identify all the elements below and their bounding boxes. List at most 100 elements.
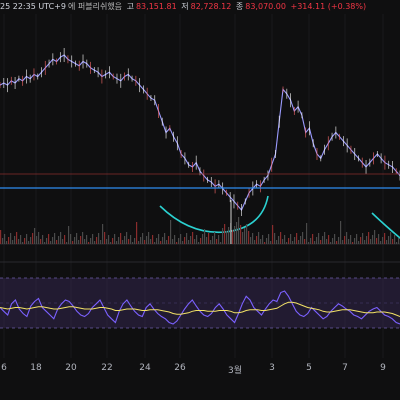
- volume-bar: [126, 232, 128, 244]
- volume-bar: [328, 235, 330, 244]
- price-pane[interactable]: [0, 48, 400, 216]
- volume-bar: [256, 236, 258, 244]
- volume-bar: [162, 237, 164, 244]
- volume-bar: [314, 241, 316, 244]
- volume-bar: [228, 227, 230, 244]
- volume-bar: [84, 239, 86, 244]
- volume-bar: [390, 232, 392, 244]
- volume-bar: [164, 233, 166, 244]
- x-axis-label: 18: [30, 363, 42, 373]
- volume-bar: [276, 240, 278, 244]
- arc-curve-indicator[interactable]: [371, 212, 400, 242]
- volume-bar: [324, 232, 326, 244]
- volume-bar: [54, 233, 56, 244]
- volume-bar: [348, 239, 350, 244]
- volume-bar: [396, 242, 398, 244]
- volume-bar: [360, 237, 362, 244]
- volume-bar: [246, 224, 248, 244]
- volume-bar: [332, 238, 334, 244]
- volume-bar: [154, 242, 156, 244]
- volume-bar: [322, 236, 324, 244]
- volume-bar: [96, 237, 98, 244]
- x-axis[interactable]: 6 18 20 22 24 26 3월 3 5 7 9: [0, 358, 400, 400]
- volume-bar: [44, 242, 46, 244]
- volume-bar: [30, 237, 32, 244]
- volume-bar: [106, 239, 108, 244]
- volume-bar: [192, 232, 194, 244]
- volume-bar: [60, 232, 62, 244]
- header-low-value: 82,728.12: [190, 2, 232, 11]
- rsi-pane[interactable]: [0, 277, 400, 329]
- volume-bar: [224, 224, 226, 244]
- volume-bar: [210, 240, 212, 244]
- volume-bar: [108, 235, 110, 244]
- volume-bar: [38, 232, 40, 244]
- volume-bar: [282, 239, 284, 244]
- volume-bar: [160, 241, 162, 244]
- volume-bar: [382, 237, 384, 244]
- volume-bar: [372, 235, 374, 244]
- volume-bar: [330, 242, 332, 244]
- volume-bar: [288, 238, 290, 244]
- volume-bar: [270, 241, 272, 244]
- volume-bar: [42, 235, 44, 244]
- volume-bar: [46, 238, 48, 244]
- volume-bar: [68, 226, 70, 244]
- volume-bar: [172, 239, 174, 244]
- volume-bar: [374, 230, 376, 244]
- rsi-line: [0, 290, 400, 325]
- volume-bar: [174, 235, 176, 244]
- volume-bar: [196, 235, 198, 244]
- volume-bar: [320, 240, 322, 244]
- volume-bar: [92, 234, 94, 244]
- volume-bar: [340, 221, 342, 244]
- volume-bar: [64, 235, 66, 244]
- volume-bar: [50, 241, 52, 244]
- x-axis-label: 26: [174, 363, 186, 373]
- chart-header: 25 22:35 UTC+9 에 퍼블리쉬했음 고 83,151.81 저 82,72…: [0, 0, 400, 14]
- volume-bar: [380, 241, 382, 244]
- volume-bar: [362, 233, 364, 244]
- volume-bar: [236, 222, 238, 244]
- volume-bar: [248, 231, 250, 244]
- volume-bar: [336, 241, 338, 244]
- arc-curve-indicator[interactable]: [159, 195, 269, 234]
- volume-bar: [180, 234, 182, 244]
- volume-bar: [16, 232, 18, 244]
- volume-bar: [234, 226, 236, 244]
- volume-bar: [80, 236, 82, 244]
- volume-bar: [102, 224, 104, 244]
- volume-bar: [272, 225, 274, 244]
- volume-bar: [184, 237, 186, 244]
- volume-bar: [82, 232, 84, 244]
- volume-bar: [66, 242, 68, 244]
- price-candles: [0, 48, 400, 216]
- volume-bar: [56, 240, 58, 244]
- volume-bar: [34, 228, 36, 244]
- volume-bar: [150, 239, 152, 244]
- volume-bar: [356, 234, 358, 244]
- volume-bar: [316, 237, 318, 244]
- volume-bar: [146, 236, 148, 244]
- header-low-label: 저: [181, 2, 189, 11]
- volume-bar: [318, 233, 320, 244]
- volume-bar: [188, 240, 190, 244]
- volume-bar: [364, 240, 366, 244]
- volume-bar: [280, 232, 282, 244]
- volume-bar: [194, 239, 196, 244]
- volume-bar: [240, 225, 242, 244]
- volume-bar: [178, 238, 180, 244]
- volume-bar: [344, 236, 346, 244]
- volume-bar: [52, 237, 54, 244]
- volume-bar: [198, 242, 200, 244]
- volume-bar: [74, 237, 76, 244]
- volume-bar: [176, 242, 178, 244]
- vertical-gridlines: [3, 14, 384, 358]
- price-line: [0, 54, 400, 212]
- volume-bar: [4, 234, 6, 244]
- volume-bar: [284, 235, 286, 244]
- volume-bar: [166, 240, 168, 244]
- volume-bar: [124, 236, 126, 244]
- volume-bar: [120, 233, 122, 244]
